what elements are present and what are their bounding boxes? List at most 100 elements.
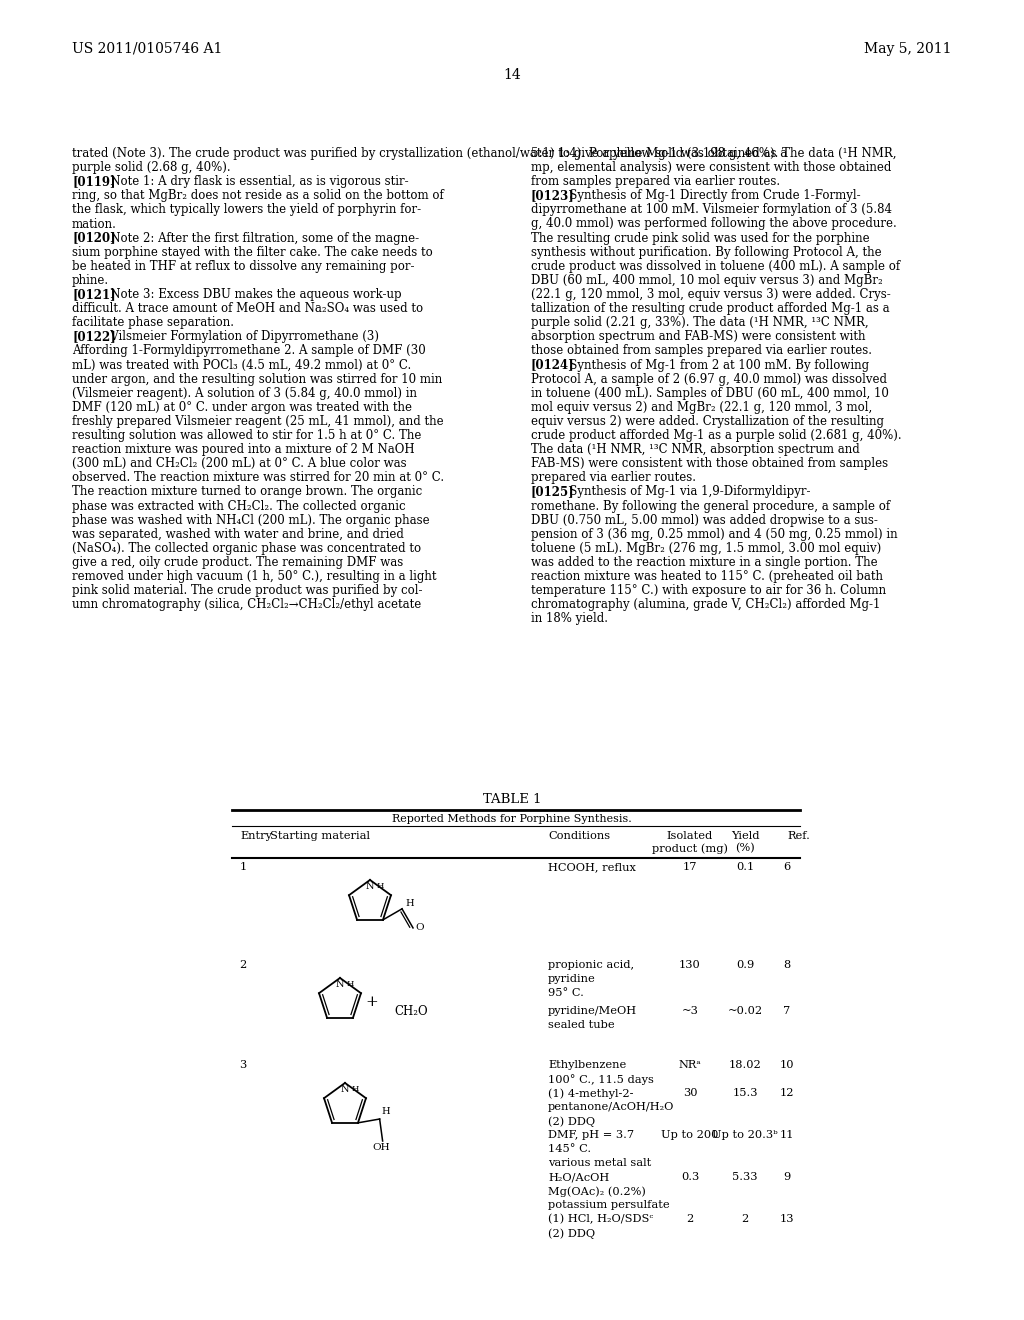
Text: DBU (60 mL, 400 mmol, 10 mol equiv versus 3) and MgBr₂: DBU (60 mL, 400 mmol, 10 mol equiv versu… bbox=[531, 275, 883, 286]
Text: 5.33: 5.33 bbox=[732, 1172, 758, 1181]
Text: observed. The reaction mixture was stirred for 20 min at 0° C.: observed. The reaction mixture was stirr… bbox=[72, 471, 444, 484]
Text: 6: 6 bbox=[783, 862, 791, 873]
Text: May 5, 2011: May 5, 2011 bbox=[864, 42, 952, 55]
Text: Vilsmeier Formylation of Dipyrromethane (3): Vilsmeier Formylation of Dipyrromethane … bbox=[98, 330, 379, 343]
Text: Reported Methods for Porphine Synthesis.: Reported Methods for Porphine Synthesis. bbox=[392, 814, 632, 824]
Text: (22.1 g, 120 mmol, 3 mol, equiv versus 3) were added. Crys-: (22.1 g, 120 mmol, 3 mol, equiv versus 3… bbox=[531, 288, 891, 301]
Text: Note 1: A dry flask is essential, as is vigorous stir-: Note 1: A dry flask is essential, as is … bbox=[98, 176, 409, 189]
Text: trated (Note 3). The crude product was purified by crystallization (ethanol/wate: trated (Note 3). The crude product was p… bbox=[72, 147, 787, 160]
Text: 2: 2 bbox=[741, 1214, 749, 1224]
Text: pension of 3 (36 mg, 0.25 mmol) and 4 (50 mg, 0.25 mmol) in: pension of 3 (36 mg, 0.25 mmol) and 4 (5… bbox=[531, 528, 898, 541]
Text: +: + bbox=[366, 995, 379, 1008]
Text: [0120]: [0120] bbox=[72, 231, 116, 244]
Text: mL) was treated with POCl₃ (4.5 mL, 49.2 mmol) at 0° C.: mL) was treated with POCl₃ (4.5 mL, 49.2… bbox=[72, 359, 412, 371]
Text: HCOOH, reflux: HCOOH, reflux bbox=[548, 862, 636, 873]
Text: 14: 14 bbox=[503, 69, 521, 82]
Text: Ref.: Ref. bbox=[787, 832, 810, 841]
Text: removed under high vacuum (1 h, 50° C.), resulting in a light: removed under high vacuum (1 h, 50° C.),… bbox=[72, 570, 436, 583]
Text: sium porphine stayed with the filter cake. The cake needs to: sium porphine stayed with the filter cak… bbox=[72, 246, 433, 259]
Text: phase was extracted with CH₂Cl₂. The collected organic: phase was extracted with CH₂Cl₂. The col… bbox=[72, 499, 406, 512]
Text: H: H bbox=[347, 979, 354, 987]
Text: crude product was dissolved in toluene (400 mL). A sample of: crude product was dissolved in toluene (… bbox=[531, 260, 900, 273]
Text: synthesis without purification. By following Protocol A, the: synthesis without purification. By follo… bbox=[531, 246, 882, 259]
Text: from samples prepared via earlier routes.: from samples prepared via earlier routes… bbox=[531, 176, 780, 189]
Text: DMF (120 mL) at 0° C. under argon was treated with the: DMF (120 mL) at 0° C. under argon was tr… bbox=[72, 401, 412, 413]
Text: 30: 30 bbox=[683, 1088, 697, 1098]
Text: sealed tube: sealed tube bbox=[548, 1020, 614, 1030]
Text: prepared via earlier routes.: prepared via earlier routes. bbox=[531, 471, 696, 484]
Text: phine.: phine. bbox=[72, 275, 110, 286]
Text: 9: 9 bbox=[783, 1172, 791, 1181]
Text: [0123]: [0123] bbox=[531, 189, 574, 202]
Text: [0122]: [0122] bbox=[72, 330, 116, 343]
Text: propionic acid,: propionic acid, bbox=[548, 960, 634, 970]
Text: 95° C.: 95° C. bbox=[548, 987, 584, 998]
Text: Ethylbenzene: Ethylbenzene bbox=[548, 1060, 627, 1071]
Text: 10: 10 bbox=[779, 1060, 795, 1071]
Text: the flask, which typically lowers the yield of porphyrin for-: the flask, which typically lowers the yi… bbox=[72, 203, 421, 216]
Text: tallization of the resulting crude product afforded Mg-1 as a: tallization of the resulting crude produ… bbox=[531, 302, 890, 315]
Text: mation.: mation. bbox=[72, 218, 117, 231]
Text: was separated, washed with water and brine, and dried: was separated, washed with water and bri… bbox=[72, 528, 403, 541]
Text: 12: 12 bbox=[779, 1088, 795, 1098]
Text: reaction mixture was poured into a mixture of 2 M NaOH: reaction mixture was poured into a mixtu… bbox=[72, 444, 415, 457]
Text: Up to 200: Up to 200 bbox=[662, 1130, 719, 1140]
Text: be heated in THF at reflux to dissolve any remaining por-: be heated in THF at reflux to dissolve a… bbox=[72, 260, 415, 273]
Text: Note 3: Excess DBU makes the aqueous work-up: Note 3: Excess DBU makes the aqueous wor… bbox=[98, 288, 401, 301]
Text: (1) 4-methyl-2-: (1) 4-methyl-2- bbox=[548, 1088, 634, 1098]
Text: [0125]: [0125] bbox=[531, 486, 574, 499]
Text: (300 mL) and CH₂Cl₂ (200 mL) at 0° C. A blue color was: (300 mL) and CH₂Cl₂ (200 mL) at 0° C. A … bbox=[72, 457, 407, 470]
Text: 2: 2 bbox=[686, 1214, 693, 1224]
Text: Synthesis of Mg-1 Directly from Crude 1-Formyl-: Synthesis of Mg-1 Directly from Crude 1-… bbox=[557, 189, 860, 202]
Text: chromatography (alumina, grade V, CH₂Cl₂) afforded Mg-1: chromatography (alumina, grade V, CH₂Cl₂… bbox=[531, 598, 881, 611]
Text: 7: 7 bbox=[783, 1006, 791, 1016]
Text: 130: 130 bbox=[679, 960, 700, 970]
Text: equiv versus 2) were added. Crystallization of the resulting: equiv versus 2) were added. Crystallizat… bbox=[531, 414, 884, 428]
Text: O: O bbox=[415, 924, 424, 932]
Text: give a red, oily crude product. The remaining DMF was: give a red, oily crude product. The rema… bbox=[72, 556, 403, 569]
Text: NRᵃ: NRᵃ bbox=[679, 1060, 701, 1071]
Text: (2) DDQ: (2) DDQ bbox=[548, 1228, 595, 1238]
Text: was added to the reaction mixture in a single portion. The: was added to the reaction mixture in a s… bbox=[531, 556, 878, 569]
Text: temperature 115° C.) with exposure to air for 36 h. Column: temperature 115° C.) with exposure to ai… bbox=[531, 585, 886, 597]
Text: those obtained from samples prepared via earlier routes.: those obtained from samples prepared via… bbox=[531, 345, 872, 358]
Text: 17: 17 bbox=[683, 862, 697, 873]
Text: US 2011/0105746 A1: US 2011/0105746 A1 bbox=[72, 42, 222, 55]
Text: [0121]: [0121] bbox=[72, 288, 116, 301]
Text: 3: 3 bbox=[240, 1060, 247, 1071]
Text: 18.02: 18.02 bbox=[729, 1060, 762, 1071]
Text: purple solid (2.68 g, 40%).: purple solid (2.68 g, 40%). bbox=[72, 161, 230, 174]
Text: dipyrromethane at 100 mM. Vilsmeier formylation of 3 (5.84: dipyrromethane at 100 mM. Vilsmeier form… bbox=[531, 203, 892, 216]
Text: [0119]: [0119] bbox=[72, 176, 116, 189]
Text: (NaSO₄). The collected organic phase was concentrated to: (NaSO₄). The collected organic phase was… bbox=[72, 541, 421, 554]
Text: 0.9: 0.9 bbox=[736, 960, 754, 970]
Text: DMF, pH = 3.7: DMF, pH = 3.7 bbox=[548, 1130, 634, 1140]
Text: ring, so that MgBr₂ does not reside as a solid on the bottom of: ring, so that MgBr₂ does not reside as a… bbox=[72, 189, 443, 202]
Text: Isolated
product (mg): Isolated product (mg) bbox=[652, 832, 728, 854]
Text: [0124]: [0124] bbox=[531, 359, 574, 371]
Text: pink solid material. The crude product was purified by col-: pink solid material. The crude product w… bbox=[72, 585, 423, 597]
Text: The reaction mixture turned to orange brown. The organic: The reaction mixture turned to orange br… bbox=[72, 486, 422, 499]
Text: Affording 1-Formyldipyrromethane 2. A sample of DMF (30: Affording 1-Formyldipyrromethane 2. A sa… bbox=[72, 345, 426, 358]
Text: The resulting crude pink solid was used for the porphine: The resulting crude pink solid was used … bbox=[531, 231, 869, 244]
Text: crude product afforded Mg-1 as a purple solid (2.681 g, 40%).: crude product afforded Mg-1 as a purple … bbox=[531, 429, 901, 442]
Text: 8: 8 bbox=[783, 960, 791, 970]
Text: pentanone/AcOH/H₂O: pentanone/AcOH/H₂O bbox=[548, 1102, 675, 1111]
Text: Mg(OAc)₂ (0.2%): Mg(OAc)₂ (0.2%) bbox=[548, 1185, 646, 1196]
Text: The data (¹H NMR, ¹³C NMR, absorption spectrum and: The data (¹H NMR, ¹³C NMR, absorption sp… bbox=[531, 444, 860, 457]
Text: 2: 2 bbox=[240, 960, 247, 970]
Text: OH: OH bbox=[373, 1143, 390, 1152]
Text: N: N bbox=[341, 1085, 349, 1094]
Text: FAB-MS) were consistent with those obtained from samples: FAB-MS) were consistent with those obtai… bbox=[531, 457, 888, 470]
Text: various metal salt: various metal salt bbox=[548, 1158, 651, 1168]
Text: g, 40.0 mmol) was performed following the above procedure.: g, 40.0 mmol) was performed following th… bbox=[531, 218, 897, 231]
Text: ~0.02: ~0.02 bbox=[727, 1006, 763, 1016]
Text: 100° C., 11.5 days: 100° C., 11.5 days bbox=[548, 1074, 654, 1085]
Text: TABLE 1: TABLE 1 bbox=[482, 793, 542, 807]
Text: facilitate phase separation.: facilitate phase separation. bbox=[72, 317, 234, 329]
Text: toluene (5 mL). MgBr₂ (276 mg, 1.5 mmol, 3.00 mol equiv): toluene (5 mL). MgBr₂ (276 mg, 1.5 mmol,… bbox=[531, 541, 882, 554]
Text: CH₂O: CH₂O bbox=[394, 1005, 428, 1018]
Text: H: H bbox=[377, 882, 384, 890]
Text: 0.1: 0.1 bbox=[736, 862, 754, 873]
Text: H: H bbox=[382, 1107, 390, 1115]
